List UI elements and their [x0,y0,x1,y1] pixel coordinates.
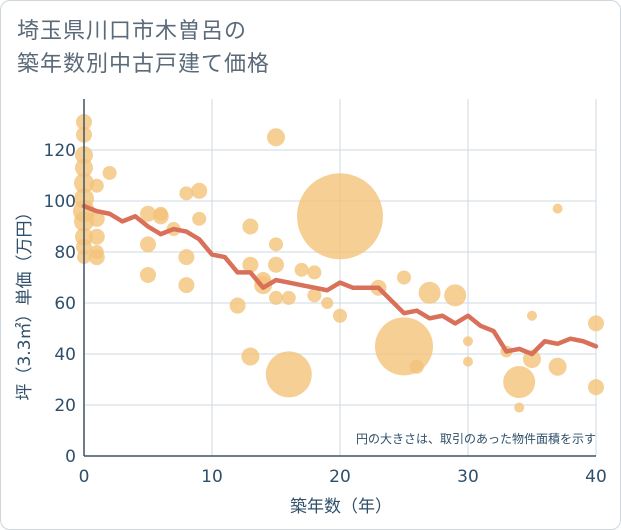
x-tick-label: 10 [201,467,223,487]
y-tick-label: 120 [44,141,76,161]
bubble-point [409,359,424,374]
bubble-point [267,128,285,147]
bubble-point [269,237,283,252]
y-tick-label: 0 [65,447,76,467]
x-tick-label: 30 [457,467,479,487]
trend-line [81,203,599,357]
bubble-point [241,347,260,366]
bubble-point [321,297,334,309]
bubble-point [397,270,411,285]
y-tick-label: 60 [54,294,76,314]
bubble-point [140,205,156,222]
y-tick-label: 40 [54,345,76,365]
bubble-point [265,351,312,398]
bubble-point [588,315,604,332]
y-tick-label: 100 [44,192,76,212]
bubbles-layer [73,113,604,413]
bubble-point [588,379,604,396]
bubble-point [307,265,322,280]
y-axis-title: 坪（3.3㎡）単価（万円） [15,203,35,400]
x-axis-title: 築年数（年） [290,497,392,517]
bubble-point [552,203,563,214]
y-tick-label: 80 [54,243,76,263]
x-tick-label: 40 [585,467,607,487]
bubble-point [514,402,525,413]
bubble-point [281,290,296,305]
bubble-point [269,290,283,305]
title-line-1: 埼玉県川口市木曽呂の [17,19,248,44]
bubble-point [178,249,195,266]
size-note: 円の大きさは、取引のあった物件面積を示す [356,431,596,446]
bubble-point [418,281,441,304]
bubble-point [268,256,284,273]
bubble-point [179,186,194,201]
bubble-point [297,173,383,260]
bubble-point [191,182,208,199]
chart-title: 埼玉県川口市木曽呂の 築年数別中古戸建て価格 [17,15,270,81]
bubble-point [242,256,259,273]
bubble-point [229,297,246,314]
bubble-point [548,357,567,376]
bubble-point [140,266,156,283]
bubble-point [463,336,473,347]
bubble-point [242,218,259,235]
bubble-point [88,249,105,266]
x-tick-label: 20 [329,467,351,487]
bubble-point [192,211,207,226]
bubble-point [503,366,536,399]
bubble-point [294,262,309,277]
bubble-point [140,236,156,253]
bubble-point [527,310,537,321]
bubble-point [88,228,105,245]
bubble-point [333,308,347,323]
y-tick-label: 20 [54,396,76,416]
bubble-point [307,288,322,303]
title-line-2: 築年数別中古戸建て価格 [17,52,271,77]
grid-lines [83,99,597,457]
bubble-point [178,277,195,294]
axes-layer: 0 20 40 60 80 100 120 0 10 20 30 40 [44,99,607,487]
x-tick-label: 0 [79,467,90,487]
bubble-point [89,178,104,193]
trend-layer [81,203,599,357]
bubble-point [375,317,433,376]
bubble-point [88,210,105,227]
bubble-point [463,356,473,367]
bubble-point [444,284,467,307]
bubble-point [152,208,169,225]
bubble-point [102,165,117,180]
